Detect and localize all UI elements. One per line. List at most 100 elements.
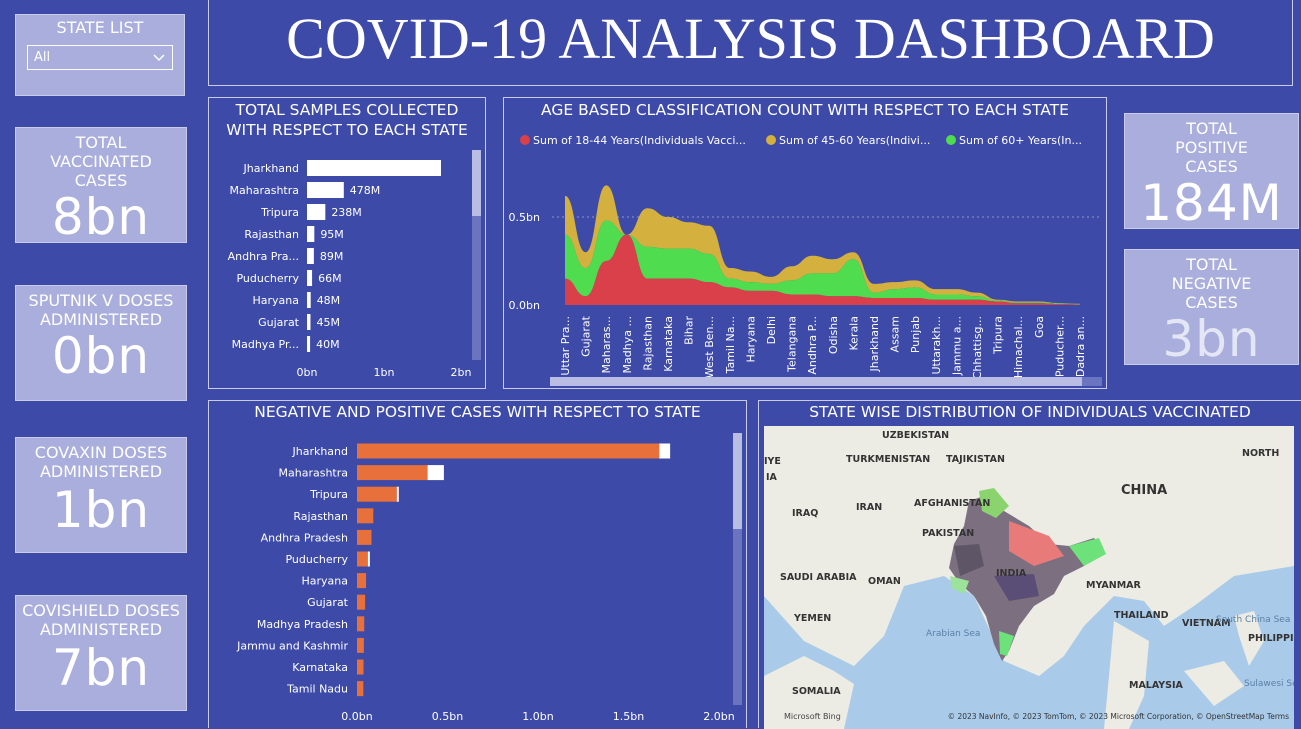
age-category-label: Maharas... <box>600 316 613 373</box>
age-category-label: Karnataka <box>662 316 675 372</box>
age-category-label: Kerala <box>847 316 860 351</box>
cases-category-label: Gujarat <box>307 596 349 609</box>
map-land-sea-asia <box>1104 621 1149 729</box>
age-category-label: Uttarakh... <box>930 316 943 375</box>
total-positive-card: TOTAL POSITIVE CASES 184M <box>1124 113 1299 232</box>
india-state-northeast <box>1069 538 1106 566</box>
total-vaccinated-card: TOTAL VACCINATED CASES 8bn <box>15 127 187 246</box>
legend-dot <box>520 135 530 145</box>
samples-x-tick: 2bn <box>451 366 472 379</box>
age-category-label: Puducher... <box>1053 316 1066 377</box>
cases-chart-panel: NEGATIVE AND POSITIVE CASES WITH RESPECT… <box>208 400 747 728</box>
map-label: SAUDI ARABIA <box>780 572 857 583</box>
age-y-tick: 0.0bn <box>509 299 540 312</box>
samples-chart: Jharkhand Maharashtra 478M Tripura 238M Rajas… <box>228 150 481 379</box>
age-category-label: Punjab <box>909 316 922 353</box>
map-label: TAJIKISTAN <box>946 454 1005 465</box>
cases-x-tick: 2.0bn <box>703 710 734 723</box>
state-list-slicer: STATE LIST All <box>15 14 185 96</box>
samples-category-label: Haryana <box>253 294 300 307</box>
age-scrollbar-thumb <box>550 377 1082 386</box>
negative-bar <box>357 551 368 567</box>
negative-bar <box>357 573 367 589</box>
map-label: IA <box>766 472 778 483</box>
cases-chart-title: NEGATIVE AND POSITIVE CASES WITH RESPECT… <box>254 403 701 421</box>
samples-bar <box>307 314 311 330</box>
total-negative-label: TOTAL NEGATIVE CASES <box>1171 255 1252 312</box>
map-label: South China Sea <box>1216 615 1290 625</box>
map-label: OMAN <box>868 576 901 587</box>
cases-x-tick: 1.5bn <box>613 710 644 723</box>
samples-bar <box>307 248 314 264</box>
map-label: NORTH <box>1242 448 1279 459</box>
negative-bar <box>357 529 372 545</box>
total-negative-value: 3bn <box>1162 310 1261 368</box>
cases-category-label: Karnataka <box>292 661 348 674</box>
map-title: STATE WISE DISTRIBUTION OF INDIVIDUALS V… <box>809 403 1251 421</box>
samples-bar <box>307 336 311 352</box>
negative-bar <box>357 465 428 481</box>
age-category-label: Madhya ... <box>621 316 634 373</box>
legend-label: Sum of 60+ Years(In... <box>959 134 1082 147</box>
total-vaccinated-value: 8bn <box>51 188 151 246</box>
map-land-africa <box>764 656 854 729</box>
area-45-60 <box>565 185 1080 305</box>
header-banner: COVID-19 ANALYSIS DASHBOARD <box>208 0 1293 86</box>
map-label: VIETNAM <box>1182 618 1231 629</box>
cases-category-label: Haryana <box>302 575 349 588</box>
map-label: IYE <box>764 456 781 467</box>
age-category-label: Telangana <box>786 316 799 373</box>
negative-bar <box>357 443 660 459</box>
legend-dot <box>766 135 776 145</box>
state-map[interactable]: UZBEKISTAN TURKMENISTAN TAJIKISTAN AFGHANIS… <box>764 426 1294 729</box>
map-label: TURKMENISTAN <box>846 454 930 465</box>
map-label: Arabian Sea <box>926 629 980 639</box>
map-label: IRAN <box>856 502 882 513</box>
samples-bar <box>307 292 311 308</box>
page-title: COVID-19 ANALYSIS DASHBOARD <box>286 6 1215 71</box>
samples-data-label: 95M <box>320 228 344 241</box>
map-label: THAILAND <box>1114 610 1169 621</box>
scrollbar-track <box>472 150 481 360</box>
cases-x-tick: 0.5bn <box>432 710 463 723</box>
samples-category-label: Puducherry <box>236 272 299 285</box>
age-category-label: Dadra an... <box>1074 316 1087 377</box>
negative-bar <box>357 508 374 524</box>
samples-data-label: 66M <box>318 272 342 285</box>
india-state-gujarat <box>950 576 969 594</box>
cases-chart: Jharkhand Maharashtra Tripura Rajasthan Andh… <box>236 433 742 723</box>
cases-category-label: Andhra Pradesh <box>261 531 348 544</box>
state-dropdown[interactable]: All <box>27 45 173 70</box>
samples-data-label: 48M <box>317 294 341 307</box>
samples-category-label: Andhra Pra... <box>228 250 299 263</box>
map-copyright: © 2023 NavInfo, © 2023 TomTom, © 2023 Mi… <box>948 712 1290 721</box>
samples-category-label: Tripura <box>260 206 299 219</box>
negative-bar <box>357 594 366 610</box>
map-label: PAKISTAN <box>922 528 974 539</box>
scrollbar-thumb <box>472 150 481 216</box>
map-label: PHILIPPINE <box>1248 633 1294 644</box>
total-negative-card: TOTAL NEGATIVE CASES 3bn <box>1124 249 1299 368</box>
samples-x-tick: 0bn <box>297 366 318 379</box>
negative-bar <box>357 681 364 697</box>
samples-bar <box>307 226 315 242</box>
map-label: MYANMAR <box>1086 580 1142 591</box>
positive-bar <box>427 465 444 481</box>
area-18-44 <box>565 234 1080 305</box>
map-panel: STATE WISE DISTRIBUTION OF INDIVIDUALS V… <box>758 400 1301 729</box>
age-category-label: Chhattisg... <box>971 316 984 379</box>
cases-category-label: Tripura <box>309 488 348 501</box>
age-category-label: Himachal... <box>1012 316 1025 378</box>
area-60-plus <box>565 220 1080 305</box>
cases-scrollbar-track <box>733 433 742 705</box>
cases-category-label: Puducherry <box>285 553 348 566</box>
positive-bar <box>659 443 671 459</box>
cases-category-label: Jammu and Kashmir <box>236 639 348 652</box>
legend-dot <box>946 135 956 145</box>
india-state-rajasthan <box>954 544 984 576</box>
age-category-label: Uttar Pra... <box>559 316 572 376</box>
map-label: SOMALIA <box>792 686 841 697</box>
cases-category-label: Tamil Nadu <box>286 683 348 696</box>
india-state-central <box>994 574 1039 601</box>
samples-data-label: 40M <box>316 338 340 351</box>
